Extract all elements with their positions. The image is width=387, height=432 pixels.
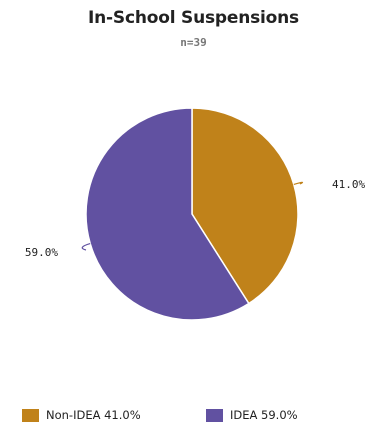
legend-item-non-idea[interactable]: Non-IDEA 41.0% [22, 405, 141, 425]
data-label-idea: 59.0% [25, 246, 58, 259]
legend: Non-IDEA 41.0% IDEA 59.0% [22, 405, 382, 425]
chart-subtitle: n=39 [180, 36, 207, 49]
legend-swatch-non-idea [22, 408, 39, 422]
leader-line-idea [81, 243, 91, 251]
legend-label-non-idea: Non-IDEA 41.0% [46, 408, 141, 422]
legend-swatch-idea [206, 408, 223, 422]
legend-item-idea[interactable]: IDEA 59.0% [206, 405, 298, 425]
data-label-non-idea: 41.0% [332, 178, 365, 191]
leader-line-non-idea [293, 181, 304, 185]
legend-label-idea: IDEA 59.0% [230, 408, 298, 422]
pie-slice-idea[interactable] [85, 107, 250, 321]
pie-chart: 41.0% 59.0% [25, 107, 365, 321]
chart-title: In-School Suspensions [88, 8, 299, 28]
